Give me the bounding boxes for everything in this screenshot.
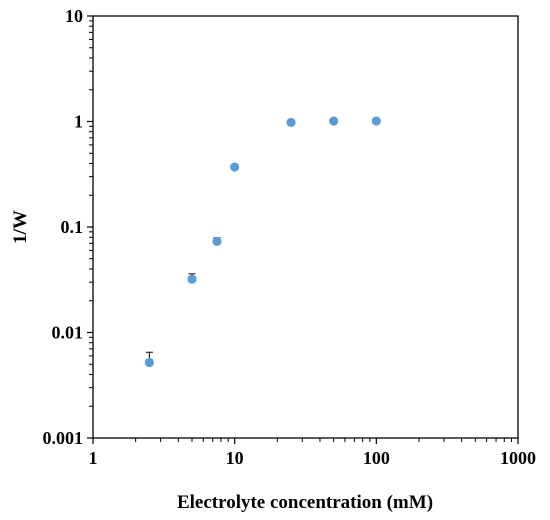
x-tick-label: 1 <box>89 448 98 468</box>
y-tick-label: 10 <box>65 6 83 26</box>
x-tick-label: 1000 <box>500 448 536 468</box>
data-point <box>230 162 240 172</box>
data-point <box>212 236 222 247</box>
error-bars <box>145 237 221 363</box>
data-point <box>329 116 339 126</box>
data-point <box>286 117 296 128</box>
x-axis-ticks: 1 10 100 1000 <box>89 438 536 468</box>
y-tick-label: 0.001 <box>43 428 84 448</box>
x-tick-label: 10 <box>226 448 244 468</box>
plot-area <box>92 15 519 439</box>
data-point <box>187 274 197 284</box>
data-points <box>144 116 381 368</box>
x-axis-title: Electrolyte concentration (mM) <box>177 492 433 513</box>
x-tick-label: 100 <box>363 448 390 468</box>
y-axis-ticks: 0.001 0.01 0.1 1 10 <box>43 6 93 448</box>
data-point <box>371 116 381 126</box>
data-point <box>144 357 154 368</box>
y-tick-label: 0.1 <box>61 217 84 237</box>
y-tick-label: 1 <box>74 112 83 132</box>
y-axis-title: 1/W <box>10 210 31 244</box>
y-tick-label: 0.01 <box>52 323 84 343</box>
